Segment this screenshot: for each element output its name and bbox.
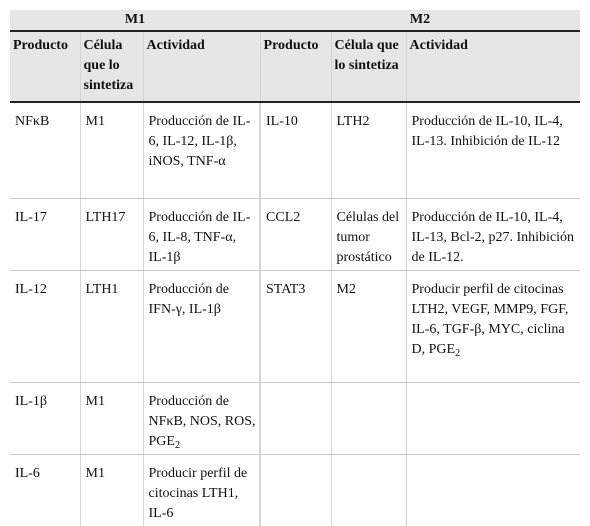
empty-cell (406, 455, 580, 526)
empty-cell (331, 383, 406, 455)
m1-actividad-text: Producción de NFκB, NOS, ROS, PGE (149, 394, 256, 449)
m1-celula-cell: M1 (80, 383, 143, 455)
m2-actividad-cell: Producción de IL-10, IL-4, IL-13, Bcl-2,… (406, 199, 580, 271)
column-header-row: Producto Célula que lo sintetiza Activid… (10, 31, 580, 102)
table-row: IL-12 LTH1 Producción de IFN-γ, IL-1β ST… (10, 271, 580, 383)
m2-actividad-header: Actividad (406, 31, 580, 102)
m1-producto-cell: IL-6 (10, 455, 80, 526)
m1-celula-cell: M1 (80, 455, 143, 526)
m1-actividad-header: Actividad (143, 31, 260, 102)
empty-cell (260, 455, 331, 526)
m2-celula-header: Célula que lo sintetiza (331, 31, 406, 102)
m1-producto-cell: NFκB (10, 102, 80, 199)
table-row: IL-17 LTH17 Producción de IL-6, IL-8, TN… (10, 199, 580, 271)
table-row: IL-1β M1 Producción de NFκB, NOS, ROS, P… (10, 383, 580, 455)
m2-producto-cell: CCL2 (260, 199, 331, 271)
m1-actividad-cell: Producción de IL-6, IL-12, IL-1β, iNOS, … (143, 102, 260, 199)
m1-producto-header: Producto (10, 31, 80, 102)
empty-cell (406, 383, 580, 455)
m2-producto-cell: STAT3 (260, 271, 331, 383)
subscript: 2 (175, 440, 180, 451)
m1-actividad-cell: Producción de IFN-γ, IL-1β (143, 271, 260, 383)
empty-cell (260, 383, 331, 455)
m2-actividad-text: Producir perfil de citocinas LTH2, VEGF,… (412, 282, 569, 357)
m2-actividad-cell: Producir perfil de citocinas LTH2, VEGF,… (406, 271, 580, 383)
m2-celula-cell: M2 (331, 271, 406, 383)
m1-celula-cell: LTH17 (80, 199, 143, 271)
m1-producto-cell: IL-1β (10, 383, 80, 455)
m1-actividad-cell: Producción de IL-6, IL-8, TNF-α, IL-1β (143, 199, 260, 271)
m1-actividad-cell: Producción de NFκB, NOS, ROS, PGE2 (143, 383, 260, 455)
group-header-m2: M2 (260, 10, 580, 31)
m2-actividad-cell: Producción de IL-10, IL-4, IL-13. Inhibi… (406, 102, 580, 199)
empty-cell (331, 455, 406, 526)
m1-celula-header: Célula que lo sintetiza (80, 31, 143, 102)
m1-celula-cell: LTH1 (80, 271, 143, 383)
m2-producto-cell: IL-10 (260, 102, 331, 199)
m1-actividad-cell: Producir perfil de citocinas LTH1, IL-6 (143, 455, 260, 526)
m2-producto-header: Producto (260, 31, 331, 102)
m1-producto-cell: IL-12 (10, 271, 80, 383)
cytokine-table: M1 M2 Producto Célula que lo sintetiza A… (10, 10, 580, 526)
m2-celula-cell: LTH2 (331, 102, 406, 199)
group-header-m1: M1 (10, 10, 260, 31)
m1-celula-cell: M1 (80, 102, 143, 199)
table-row: IL-6 M1 Producir perfil de citocinas LTH… (10, 455, 580, 526)
subscript: 2 (455, 348, 460, 359)
m2-celula-cell: Células del tumor prostático (331, 199, 406, 271)
m1-producto-cell: IL-17 (10, 199, 80, 271)
group-header-row: M1 M2 (10, 10, 580, 31)
table-row: NFκB M1 Producción de IL-6, IL-12, IL-1β… (10, 102, 580, 199)
